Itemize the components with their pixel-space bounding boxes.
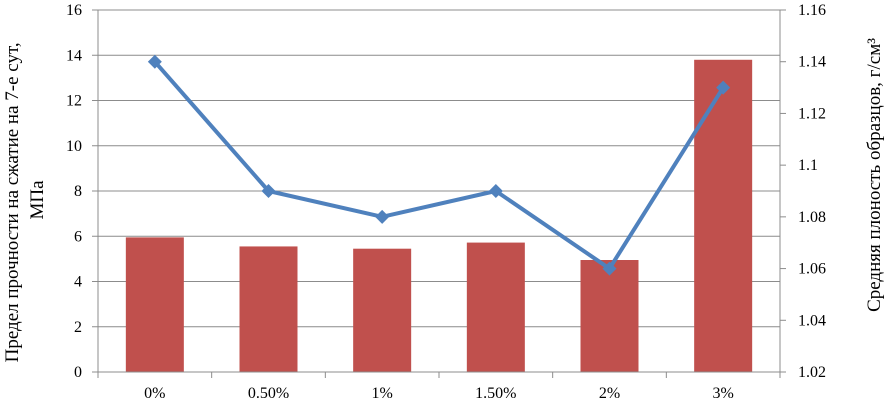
line-point bbox=[602, 261, 617, 276]
x-tick-label: 1.50% bbox=[475, 385, 516, 402]
bar bbox=[125, 237, 184, 372]
axes bbox=[92, 9, 786, 378]
bar bbox=[466, 242, 525, 372]
right-axis-ticks: 1.02 1.04 1.06 1.08 1.1 1.12 1.14 1.16 bbox=[798, 2, 826, 381]
bar bbox=[694, 59, 753, 373]
left-axis-title: Предел прочности на сжатие на 7-е сут, М… bbox=[2, 38, 48, 363]
x-tick-label: 0.50% bbox=[248, 385, 289, 402]
left-axis-title-line1: Предел прочности на сжатие на 7-е сут, bbox=[2, 42, 23, 362]
category-axis-ticks: 0% 0.50% 1% 1.50% 2% 3% bbox=[144, 385, 734, 402]
line-series bbox=[147, 54, 731, 276]
left-tick-label: 16 bbox=[66, 2, 82, 19]
line-point bbox=[147, 54, 162, 69]
line-point bbox=[488, 184, 503, 198]
right-tick-label: 1.04 bbox=[798, 312, 826, 329]
right-tick-label: 1.08 bbox=[798, 209, 826, 226]
right-tick-label: 1.1 bbox=[798, 157, 818, 174]
left-tick-label: 12 bbox=[66, 93, 82, 110]
bar bbox=[239, 246, 298, 372]
right-tick-label: 1.14 bbox=[798, 54, 826, 71]
right-tick-label: 1.12 bbox=[798, 105, 826, 122]
bar-series bbox=[125, 59, 753, 373]
left-axis-title-line2: МПа bbox=[27, 180, 48, 220]
bar bbox=[353, 248, 412, 372]
right-tick-label: 1.02 bbox=[798, 364, 826, 381]
line-point bbox=[716, 80, 731, 95]
x-tick-label: 3% bbox=[713, 385, 734, 402]
x-tick-label: 0% bbox=[144, 385, 165, 402]
right-tick-label: 1.16 bbox=[798, 2, 826, 19]
left-tick-label: 14 bbox=[66, 47, 82, 64]
x-tick-label: 1% bbox=[372, 385, 393, 402]
left-tick-label: 6 bbox=[74, 228, 82, 245]
left-tick-label: 4 bbox=[74, 274, 82, 291]
line-path bbox=[153, 60, 725, 271]
x-tick-label: 2% bbox=[599, 385, 620, 402]
left-tick-label: 10 bbox=[66, 138, 82, 155]
left-tick-label: 8 bbox=[74, 183, 82, 200]
left-axis-ticks: 0 2 4 6 8 10 12 14 16 bbox=[66, 2, 82, 381]
right-axis-title: Средняя плоность образцов, г/см³ bbox=[864, 38, 885, 312]
bar bbox=[580, 260, 639, 372]
line-point bbox=[375, 209, 390, 224]
left-tick-label: 0 bbox=[74, 364, 82, 381]
left-tick-label: 2 bbox=[74, 319, 82, 336]
line-point bbox=[261, 184, 276, 198]
right-tick-label: 1.06 bbox=[798, 261, 826, 278]
gridlines bbox=[98, 9, 780, 328]
